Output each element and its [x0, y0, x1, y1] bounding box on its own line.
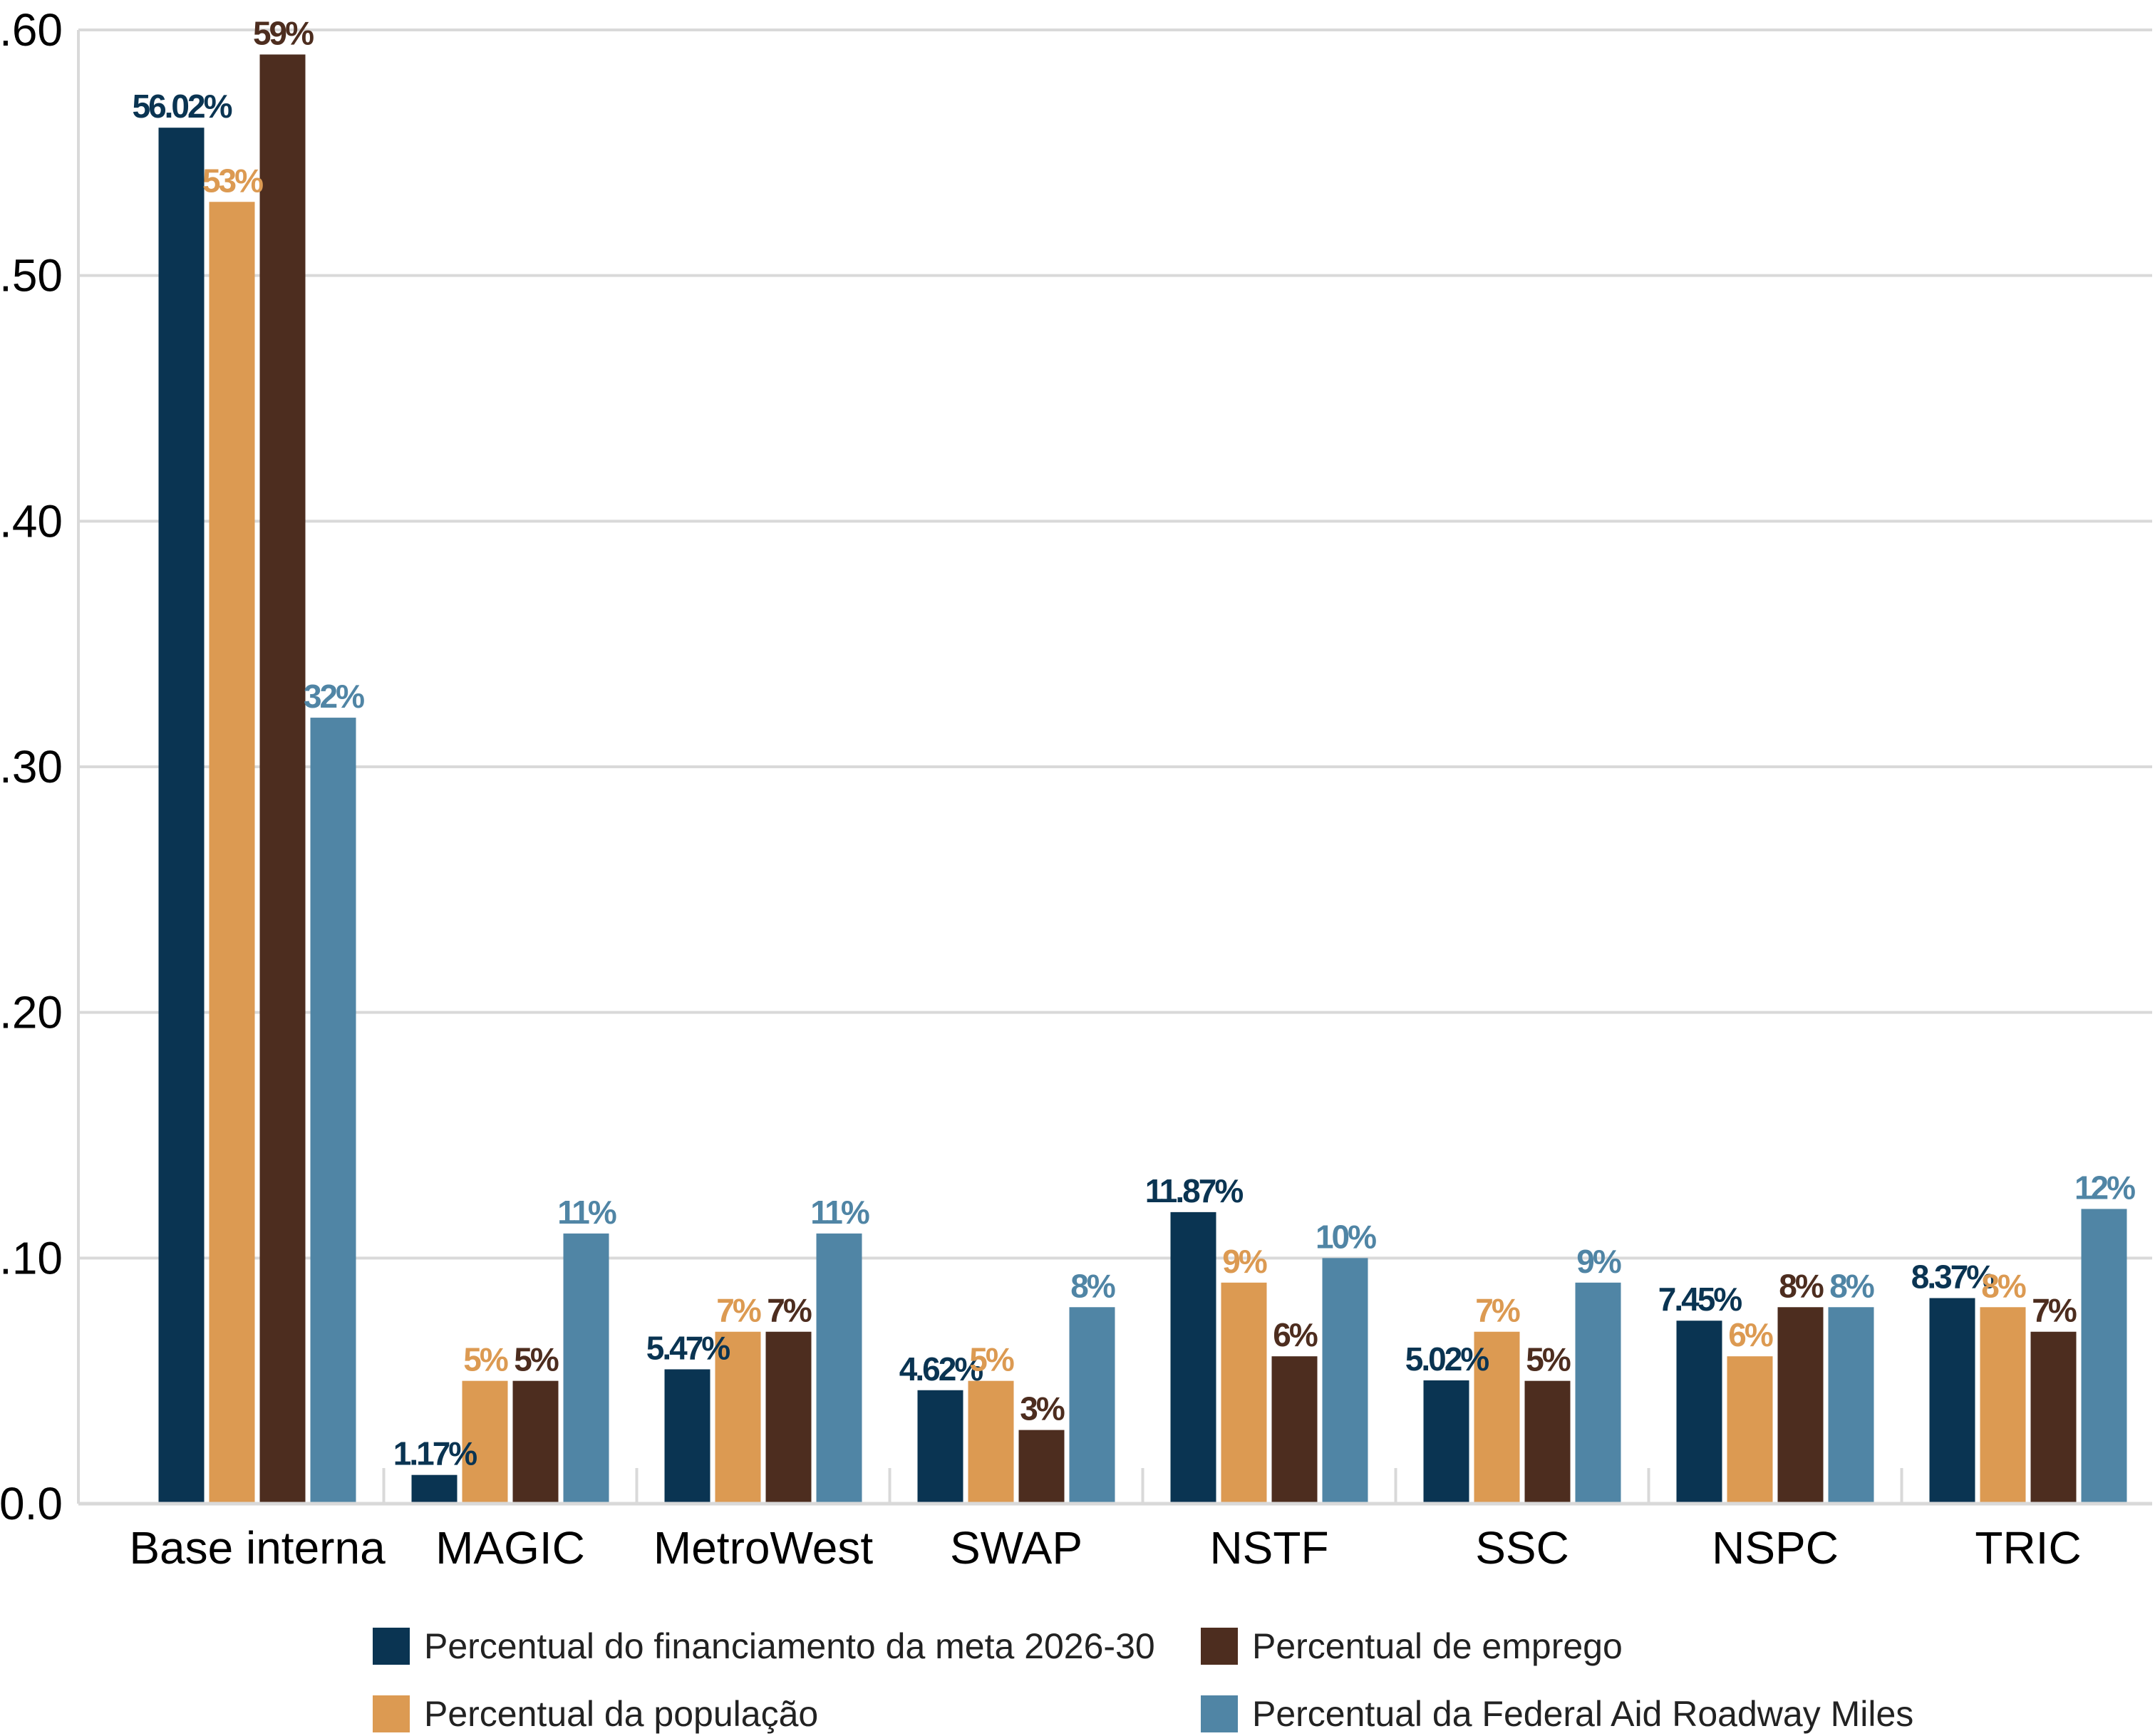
- bar: [1727, 1356, 1773, 1504]
- data-label: 7.45%: [1658, 1281, 1742, 1318]
- y-tick-label: 0.0: [0, 1478, 63, 1529]
- bar: [1575, 1282, 1621, 1504]
- bar: [1271, 1356, 1318, 1504]
- data-label: 7%: [1475, 1292, 1520, 1329]
- bar: [2081, 1209, 2127, 1504]
- bar: [1777, 1307, 1824, 1504]
- data-label: 5.02%: [1405, 1340, 1489, 1378]
- bar: [259, 54, 306, 1504]
- data-label: 56.02%: [132, 88, 232, 125]
- bar: [563, 1233, 609, 1504]
- x-tick-label: NSTF: [1209, 1522, 1328, 1574]
- legend-label: Percentual de emprego: [1252, 1626, 1623, 1666]
- data-label: 9%: [1576, 1243, 1621, 1280]
- bar: [512, 1380, 559, 1504]
- bar: [1524, 1380, 1571, 1504]
- y-tick-label: .30: [0, 741, 63, 792]
- y-tick-label: .60: [0, 4, 63, 56]
- y-tick-label: .50: [0, 250, 63, 301]
- bar: [2030, 1331, 2077, 1504]
- gridlines: [78, 29, 2152, 1260]
- legend: Percentual do financiamento da meta 2026…: [373, 1626, 1913, 1734]
- bar: [1676, 1321, 1722, 1504]
- legend-item: Percentual de emprego: [1201, 1626, 1623, 1666]
- legend-swatch: [373, 1695, 410, 1732]
- data-label: 32%: [304, 678, 364, 715]
- data-labels: 56.02%53%59%32%1.17%5% 5%11%5.47%7% 7%11%4…: [132, 14, 2137, 1472]
- bars: [158, 54, 2127, 1504]
- legend-swatch: [1201, 1628, 1238, 1665]
- bar: [158, 128, 205, 1504]
- bar: [715, 1331, 761, 1504]
- legend-label: Percentual da Federal Aid Roadway Miles: [1252, 1694, 1913, 1734]
- x-axis: Base interna MAGIC MetroWest SWAP NSTF SSC NSP…: [78, 1468, 2152, 1574]
- x-tick-label: MetroWest: [653, 1522, 873, 1574]
- legend-swatch: [373, 1628, 410, 1665]
- bar: [1322, 1258, 1368, 1504]
- bar: [462, 1380, 508, 1504]
- data-label: 5%: [463, 1341, 508, 1378]
- data-label: 8%: [1981, 1267, 2026, 1304]
- bar: [209, 202, 255, 1504]
- y-tick-label: .40: [0, 495, 63, 547]
- data-label: 11%: [557, 1194, 616, 1231]
- legend-swatch: [1201, 1695, 1238, 1732]
- legend-item: Percentual da Federal Aid Roadway Miles: [1201, 1694, 1913, 1734]
- bar: [1221, 1282, 1267, 1504]
- bar: [664, 1369, 710, 1504]
- data-label: 8.37%: [1911, 1259, 1995, 1296]
- data-label: 6%: [1728, 1316, 1773, 1353]
- legend-item: Percentual da população: [373, 1694, 818, 1734]
- bar: [1069, 1307, 1115, 1504]
- data-label: 10%: [1316, 1218, 1376, 1255]
- x-tick-label: SWAP: [950, 1522, 1082, 1574]
- x-tick-label: MAGIC: [435, 1522, 585, 1574]
- x-tick-label: SSC: [1475, 1522, 1569, 1574]
- data-label: 7%: [767, 1292, 812, 1329]
- bar: [968, 1380, 1014, 1504]
- x-tick-label: NSPC: [1712, 1522, 1839, 1574]
- data-label: 59%: [253, 14, 314, 51]
- legend-item: Percentual do financiamento da meta 2026…: [373, 1626, 1155, 1666]
- data-label: 7%: [716, 1292, 761, 1329]
- data-label: 53%: [202, 162, 263, 199]
- bar: [917, 1390, 963, 1504]
- bar: [1170, 1211, 1216, 1504]
- data-label: 11.87%: [1145, 1172, 1244, 1209]
- data-label: 7%: [2032, 1292, 2077, 1329]
- x-tick-label: TRIC: [1975, 1522, 2081, 1574]
- data-label: 12%: [2074, 1169, 2135, 1206]
- bar: [1828, 1307, 1874, 1504]
- bar: [1980, 1307, 2026, 1504]
- bar: [765, 1331, 812, 1504]
- bar: [411, 1474, 458, 1504]
- bar: [310, 718, 356, 1504]
- data-label: 5%: [1526, 1341, 1571, 1378]
- bar: [1474, 1331, 1520, 1504]
- data-label: 11%: [810, 1194, 869, 1231]
- bar: [1423, 1380, 1469, 1504]
- data-label: 6%: [1273, 1316, 1318, 1353]
- y-tick-label: .10: [0, 1232, 63, 1283]
- data-label: 9%: [1222, 1243, 1267, 1280]
- bar: [1929, 1298, 1975, 1504]
- data-label: 5%: [969, 1341, 1014, 1378]
- y-axis: 0.0 .10 .20 .30 .40 .50 .60: [0, 4, 80, 1529]
- data-label: 5%: [514, 1341, 559, 1378]
- data-label: 4.62%: [899, 1350, 983, 1388]
- data-label: 8%: [1779, 1267, 1824, 1304]
- data-label: 5.47%: [646, 1329, 730, 1366]
- bar: [816, 1233, 862, 1504]
- data-label: 8%: [1829, 1267, 1874, 1304]
- data-label: 3%: [1020, 1390, 1065, 1427]
- legend-label: Percentual do financiamento da meta 2026…: [424, 1626, 1155, 1666]
- legend-label: Percentual da população: [424, 1694, 818, 1734]
- x-tick-label: Base interna: [129, 1522, 386, 1574]
- y-tick-label: .20: [0, 987, 63, 1038]
- data-label: 8%: [1070, 1267, 1115, 1304]
- data-label: 1.17%: [393, 1435, 477, 1472]
- bar: [1018, 1430, 1065, 1504]
